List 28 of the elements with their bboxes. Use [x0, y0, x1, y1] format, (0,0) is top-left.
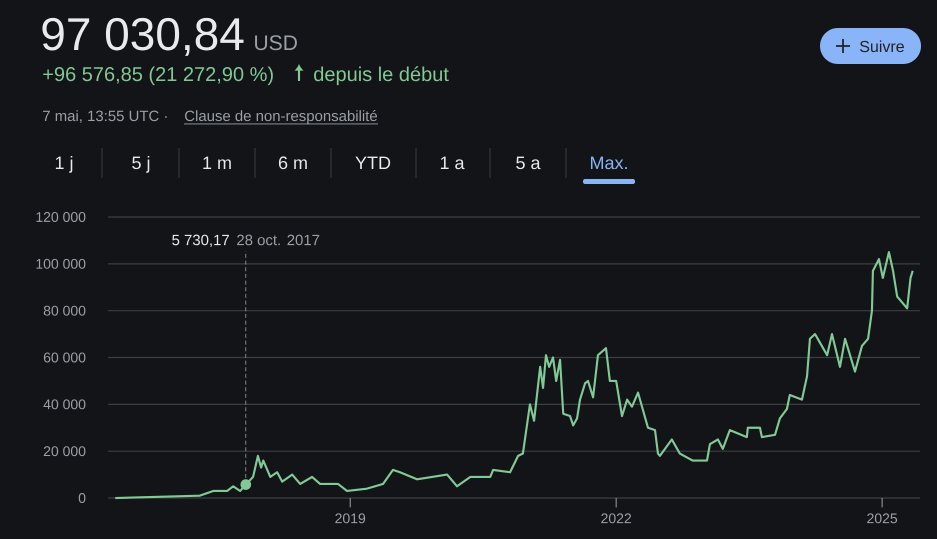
text: 5 a [516, 156, 541, 170]
x-tick-label: 2019 [335, 513, 366, 524]
x-tick-label: 2025 [867, 513, 898, 524]
text: 6 m [278, 156, 307, 170]
text: 7 mai, 13:55 UTC · [43, 110, 167, 123]
text: Max. [590, 156, 627, 170]
y-tick-label: 20 000 [44, 446, 86, 456]
annotation: 28 oct. 2017 [237, 234, 320, 246]
text: USD [255, 35, 297, 50]
y-tick-label: 100 000 [36, 258, 86, 269]
y-tick-label: 40 000 [43, 399, 86, 410]
text: YTD [355, 156, 390, 169]
line-series [114, 251, 914, 500]
text: Clause de non-responsabilité [185, 110, 377, 124]
text: +96 576,85 (21 272,90 %) [43, 66, 273, 86]
annotation: 5 730,17 [172, 234, 229, 248]
text: 1 j [56, 156, 72, 173]
y-tick-label: 120 000 [36, 212, 86, 222]
y-tick-label: 80 000 [44, 306, 86, 316]
text: 1 m [203, 156, 231, 169]
text: Suivre [860, 40, 904, 52]
text: 5 j [132, 156, 150, 173]
y-tick-label: 60 000 [44, 352, 86, 362]
y-tick-label: 0 [78, 493, 86, 503]
text: 1 a [440, 156, 465, 170]
chart-title: 97 030,84 [42, 18, 244, 56]
x-tick-label: 2022 [601, 513, 632, 524]
text: depuis le début [314, 66, 449, 86]
